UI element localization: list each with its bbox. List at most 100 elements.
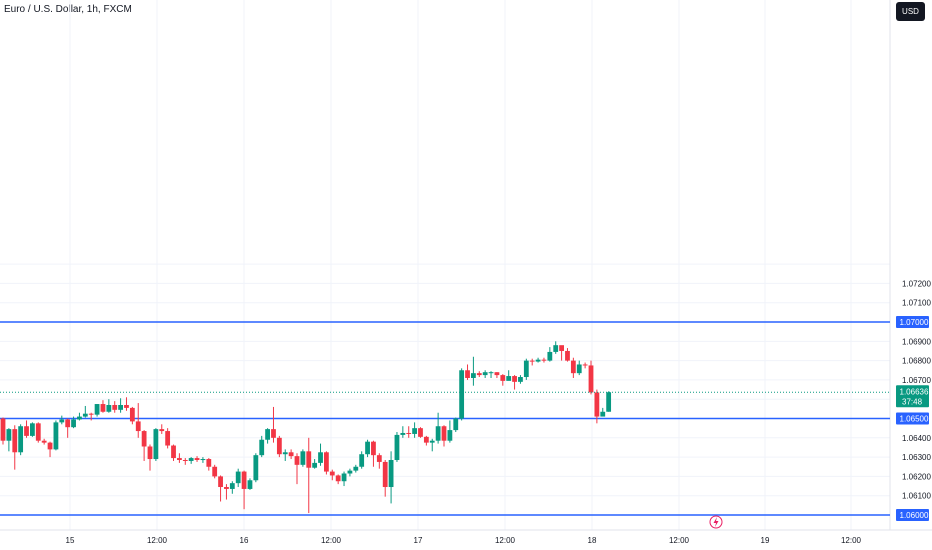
candle-body xyxy=(418,428,423,437)
candle-body xyxy=(600,411,606,417)
candle-body xyxy=(294,456,300,465)
candle xyxy=(129,406,135,425)
candle-body xyxy=(535,359,541,362)
x-tick-label: 15 xyxy=(66,536,75,545)
candle xyxy=(88,412,94,421)
candle-body xyxy=(276,437,282,455)
x-tick-label: 18 xyxy=(588,536,597,545)
candle-body xyxy=(135,421,141,432)
candle xyxy=(24,420,29,438)
candle-body xyxy=(476,373,482,376)
candle-body xyxy=(365,441,370,455)
candle xyxy=(523,358,529,380)
level-label: 1.06000 xyxy=(900,511,929,520)
y-tick-label: 1.06300 xyxy=(902,453,931,462)
candle xyxy=(529,358,535,366)
candle xyxy=(35,422,41,443)
candle xyxy=(194,456,200,462)
candle xyxy=(482,370,488,378)
candle xyxy=(324,451,329,475)
candle xyxy=(423,435,429,446)
candle-body xyxy=(159,429,165,432)
candle xyxy=(118,398,123,413)
candle xyxy=(71,416,76,429)
y-tick-label: 1.06800 xyxy=(902,357,931,366)
candle-body xyxy=(65,419,71,428)
candle-body xyxy=(453,418,459,431)
candle-body xyxy=(482,372,488,376)
candle-body xyxy=(494,372,500,376)
candle-body xyxy=(347,470,353,474)
candle xyxy=(312,459,318,469)
candle xyxy=(547,347,553,362)
candle xyxy=(359,451,365,469)
last-price-badge xyxy=(896,385,929,408)
candle xyxy=(259,435,265,458)
candle xyxy=(124,397,129,411)
candle xyxy=(47,441,53,458)
candle xyxy=(188,457,194,464)
candle xyxy=(506,370,512,381)
candle xyxy=(30,422,35,437)
candle xyxy=(218,475,223,502)
candle-body xyxy=(247,480,253,489)
price-axis[interactable]: 1.07200 1.07100 1.06900 1.06800 1.06700 1.064… xyxy=(902,279,931,500)
candle xyxy=(606,391,612,412)
candle-body xyxy=(553,345,559,352)
candle xyxy=(441,425,447,447)
x-tick-label: 12:00 xyxy=(669,536,690,545)
candle xyxy=(112,401,118,413)
level-label: 1.07000 xyxy=(900,318,929,327)
x-tick-label: 19 xyxy=(761,536,770,545)
candle-body xyxy=(24,426,29,436)
candle xyxy=(412,422,417,438)
candle xyxy=(241,470,247,510)
level-label-bg xyxy=(896,412,929,425)
candle xyxy=(59,415,65,425)
candle-body xyxy=(35,423,41,441)
time-axis[interactable]: 15 12:00 16 12:00 17 12:00 18 12:00 19 12:00 xyxy=(66,536,862,545)
y-tick-label: 1.06100 xyxy=(902,492,931,501)
candle-body xyxy=(0,418,6,441)
candle-body xyxy=(265,429,270,440)
horizontal-levels[interactable]: 1.07000 1.06500 1.06000 xyxy=(0,316,929,521)
currency-button[interactable]: USD xyxy=(896,2,925,21)
candle xyxy=(182,458,188,465)
candle-body xyxy=(306,451,312,468)
chart-grid xyxy=(0,0,932,531)
candle-body xyxy=(41,440,47,443)
candle xyxy=(371,440,376,467)
candle xyxy=(471,356,476,386)
level-label-bg xyxy=(896,316,929,329)
candle xyxy=(329,469,335,481)
candle xyxy=(388,451,394,504)
lightning-icon[interactable] xyxy=(709,515,723,529)
candle-body xyxy=(576,364,582,374)
candle xyxy=(171,444,176,461)
candle-body xyxy=(500,375,506,381)
candle xyxy=(418,427,423,438)
candle xyxy=(177,453,182,463)
candle-body xyxy=(112,405,118,410)
candle xyxy=(400,426,406,438)
candle-body xyxy=(606,392,612,412)
candle-body xyxy=(94,404,100,415)
candle-body xyxy=(588,365,594,393)
candle xyxy=(235,468,241,488)
candle xyxy=(394,432,400,462)
candle xyxy=(206,458,212,471)
candle-body xyxy=(182,460,188,462)
candle-body xyxy=(512,376,517,382)
candle xyxy=(341,471,347,487)
candle-body xyxy=(371,441,376,456)
candle-body xyxy=(59,419,65,423)
chart-title: Euro / U.S. Dollar, 1h, FXCM xyxy=(4,4,132,15)
candle-body xyxy=(506,376,512,381)
candle-body xyxy=(71,419,76,428)
candle-body xyxy=(165,431,171,446)
candle xyxy=(18,424,24,456)
candle xyxy=(265,428,270,444)
candle xyxy=(347,468,353,477)
candle xyxy=(335,474,341,485)
